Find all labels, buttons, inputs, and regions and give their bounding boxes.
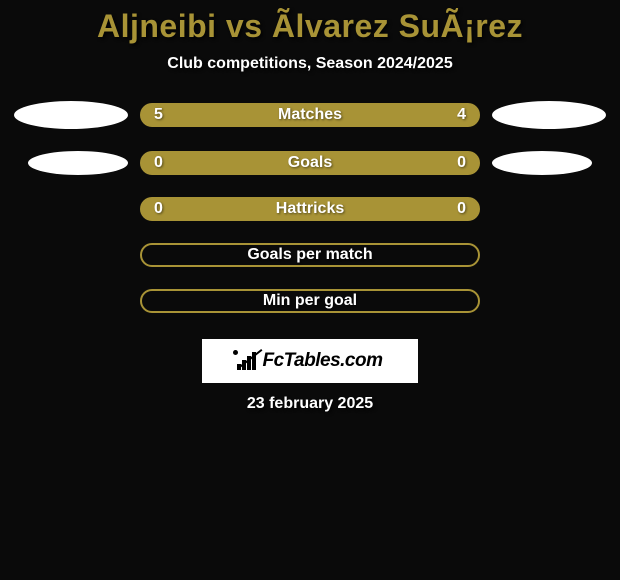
ellipse-right xyxy=(492,151,592,175)
stat-value-left: 0 xyxy=(154,200,163,218)
stat-row: Goals per match xyxy=(14,243,606,267)
stat-bar: Goals per match xyxy=(140,243,480,267)
stat-value-left: 5 xyxy=(154,106,163,124)
stat-value-right: 4 xyxy=(457,106,466,124)
ellipse-left xyxy=(14,101,128,129)
page-title: Aljneibi vs Ãlvarez SuÃ¡rez xyxy=(97,8,523,45)
stat-bar: 0 Hattricks 0 xyxy=(140,197,480,221)
logo-text: FcTables.com xyxy=(262,350,382,372)
chart-icon xyxy=(237,352,256,370)
stat-value-right: 0 xyxy=(457,154,466,172)
logo-box: FcTables.com xyxy=(202,339,418,383)
stat-label: Min per goal xyxy=(263,292,357,310)
stat-row: 0 Goals 0 xyxy=(14,151,606,175)
comparison-card: Aljneibi vs Ãlvarez SuÃ¡rez Club competi… xyxy=(0,0,620,413)
stat-bar: 0 Goals 0 xyxy=(140,151,480,175)
date-text: 23 february 2025 xyxy=(247,395,373,413)
ellipse-right xyxy=(492,101,606,129)
stat-bar: 5 Matches 4 xyxy=(140,103,480,127)
stat-label: Goals xyxy=(288,154,332,172)
stat-value-right: 0 xyxy=(457,200,466,218)
stat-value-left: 0 xyxy=(154,154,163,172)
stat-label: Goals per match xyxy=(247,246,372,264)
stat-row: 0 Hattricks 0 xyxy=(14,197,606,221)
logo-content: FcTables.com xyxy=(237,350,382,372)
stat-row: Min per goal xyxy=(14,289,606,313)
stat-bar: Min per goal xyxy=(140,289,480,313)
stat-label: Hattricks xyxy=(276,200,344,218)
stat-row: 5 Matches 4 xyxy=(14,101,606,129)
stat-label: Matches xyxy=(278,106,342,124)
stats-container: 5 Matches 4 0 Goals 0 0 Hattricks 0 Goals per mat… xyxy=(14,101,606,335)
ellipse-left xyxy=(28,151,128,175)
subtitle: Club competitions, Season 2024/2025 xyxy=(167,55,452,73)
